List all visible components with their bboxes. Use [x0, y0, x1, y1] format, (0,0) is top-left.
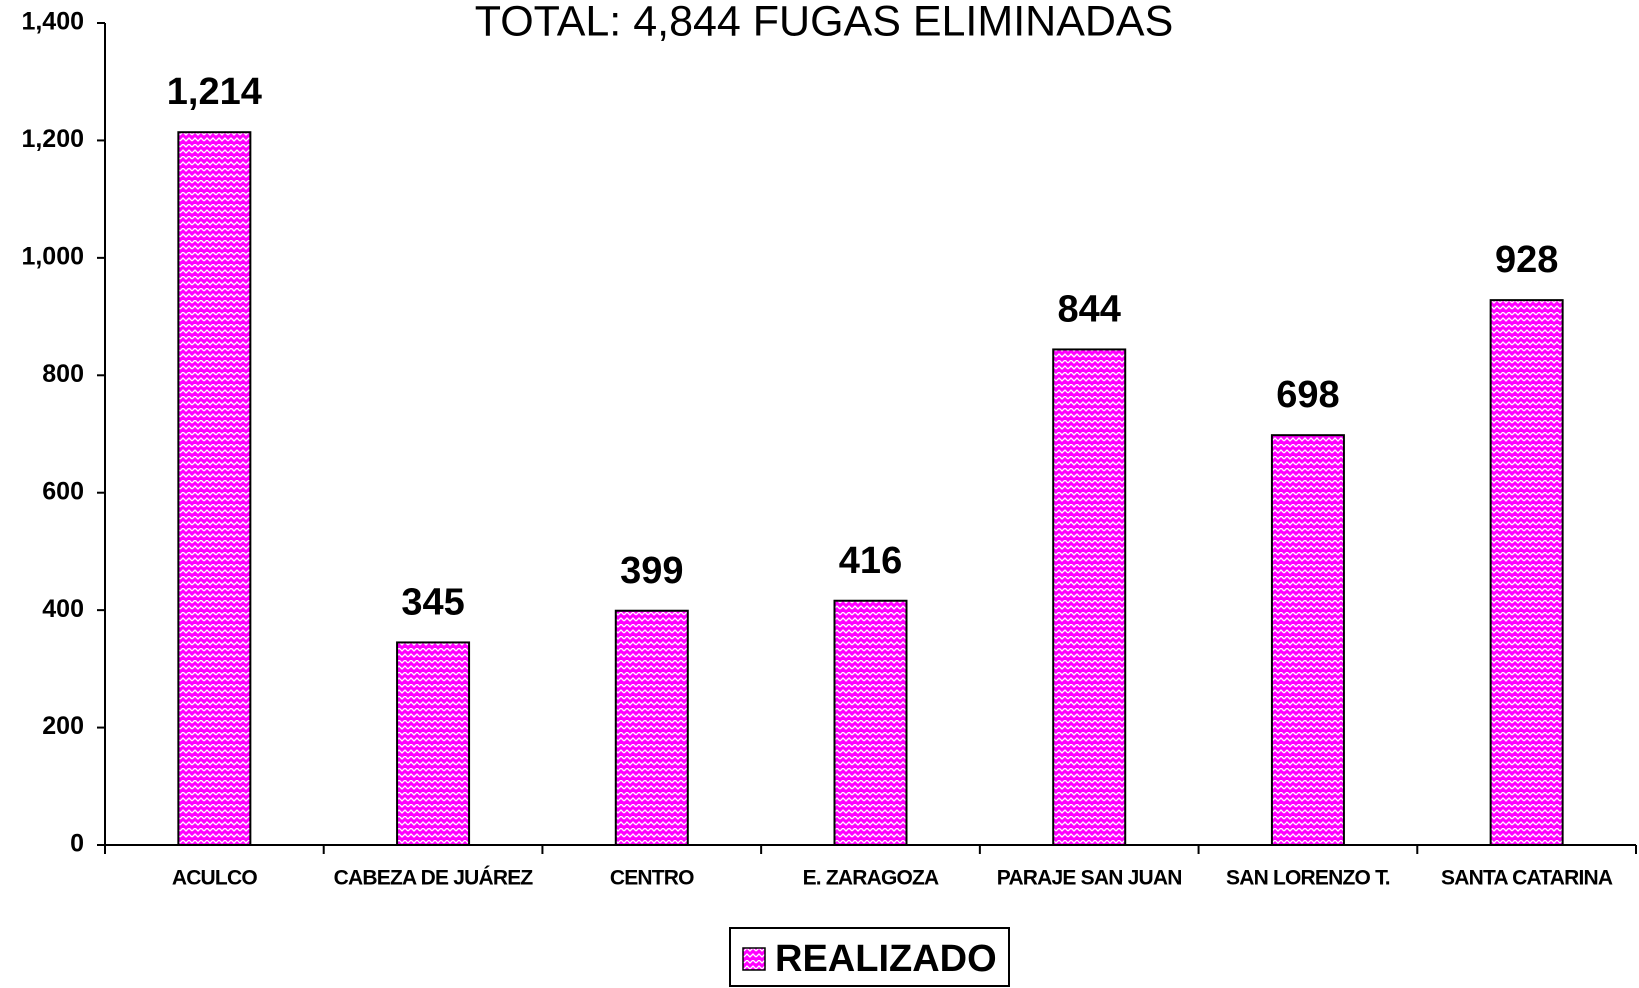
- value-label: 399: [620, 550, 683, 592]
- x-tick-label: E. ZARAGOZA: [803, 867, 939, 890]
- value-label: 698: [1276, 374, 1339, 416]
- x-tick-label: ACULCO: [172, 867, 257, 890]
- y-tick-label: 1,400: [21, 8, 84, 36]
- y-tick-label: 1,000: [21, 242, 84, 270]
- bar: [1052, 348, 1127, 846]
- x-tick-label: SAN LORENZO T.: [1226, 867, 1390, 890]
- bar: [396, 641, 471, 847]
- value-label: 844: [1058, 288, 1121, 330]
- value-label: 1,214: [167, 71, 262, 113]
- y-tick-label: 200: [42, 712, 84, 740]
- y-tick-label: 1,200: [21, 125, 84, 153]
- legend-label: REALIZADO: [775, 938, 997, 980]
- bar: [1270, 434, 1345, 846]
- value-label: 345: [401, 581, 464, 623]
- legend-swatch: [742, 947, 766, 971]
- x-tick-label: PARAJE SAN JUAN: [997, 867, 1182, 890]
- y-tick-label: 0: [70, 830, 84, 858]
- bar: [1489, 299, 1564, 847]
- chart-title: TOTAL: 4,844 FUGAS ELIMINADAS: [475, 0, 1174, 45]
- bar: [833, 599, 908, 847]
- bar: [614, 609, 689, 846]
- x-tick-label: SANTA CATARINA: [1441, 867, 1613, 890]
- value-label: 416: [839, 540, 902, 582]
- bar: [177, 131, 252, 847]
- y-tick-label: 600: [42, 477, 84, 505]
- y-tick-label: 400: [42, 595, 84, 623]
- x-tick-label: CABEZA DE JUÁREZ: [334, 867, 534, 890]
- value-label: 928: [1495, 239, 1558, 281]
- legend: [729, 927, 1010, 987]
- x-tick-label: CENTRO: [610, 867, 694, 890]
- y-tick-label: 800: [42, 360, 84, 388]
